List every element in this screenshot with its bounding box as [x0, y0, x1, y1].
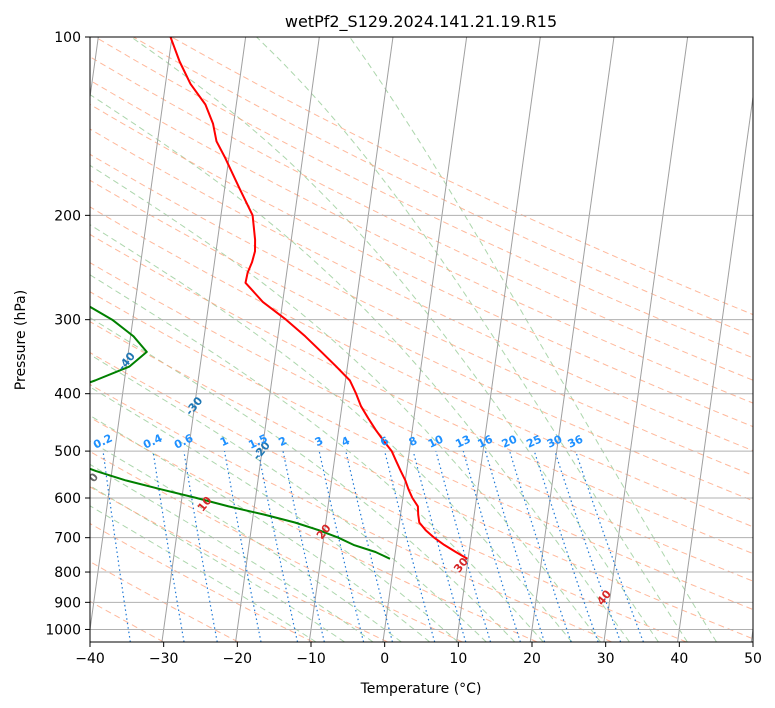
- dry-adiabat: [90, 262, 753, 582]
- dry-adiabat: [90, 179, 753, 502]
- mixing-ratio-label: 13: [453, 433, 472, 451]
- isotherm: [308, 37, 394, 642]
- mixing-ratio-line: [435, 450, 492, 642]
- x-tick-label: −10: [296, 651, 326, 667]
- y-tick-label: 400: [54, 387, 81, 403]
- mixing-ratio-lines: [102, 450, 644, 642]
- moist-adiabat: [256, 37, 688, 642]
- moist-adiabat: [90, 274, 544, 642]
- dry-adiabat: [90, 291, 753, 611]
- isotherm: [456, 37, 541, 642]
- mixing-ratio-line: [484, 450, 546, 642]
- mixing-ratio-label: 16: [476, 432, 496, 450]
- moist-adiabat: [130, 37, 659, 642]
- dry-adiabat: [94, 37, 753, 359]
- dewpoint-profile: [90, 305, 391, 560]
- x-tick-label: 0: [380, 651, 389, 667]
- mixing-ratio-label: 30: [545, 432, 565, 450]
- plot-frame: [89, 36, 754, 643]
- x-tick-label: −40: [75, 651, 105, 667]
- isotherm: [161, 37, 247, 642]
- dry-adiabat: [90, 206, 753, 528]
- moist-adiabat: [90, 463, 374, 642]
- y-tick-label: 100: [54, 30, 81, 46]
- dry-adiabat: [90, 416, 538, 642]
- y-tick-label: 600: [54, 491, 81, 507]
- dry-adiabat: [90, 103, 753, 428]
- moist-adiabat: [90, 224, 573, 642]
- dry-adiabat: [171, 37, 753, 316]
- dry-adiabats: [90, 37, 753, 642]
- y-tick-label: 700: [54, 531, 81, 547]
- mixing-ratio-line: [183, 451, 218, 642]
- isotherms: [90, 37, 753, 642]
- moist-adiabat: [90, 414, 431, 642]
- mixing-ratio-line: [152, 451, 185, 642]
- isotherm: [382, 37, 468, 642]
- sounding-profiles: [90, 37, 468, 560]
- dry-adiabat: [90, 233, 753, 555]
- x-tick-label: 40: [670, 651, 688, 667]
- x-tick-label: 50: [744, 651, 762, 667]
- x-tick-label: 10: [449, 651, 467, 667]
- y-axis-title: Pressure (hPa): [13, 290, 29, 390]
- moist-adiabat: [349, 37, 717, 642]
- plot-area: -100-90-80-70-60-50-40-30-20-10010203040…: [86, 37, 753, 642]
- mixing-ratio-line: [462, 450, 521, 642]
- dry-adiabat: [90, 128, 753, 452]
- x-tick-label: 30: [597, 651, 615, 667]
- moist-adiabat: [90, 317, 516, 642]
- isotherm: [603, 37, 689, 642]
- y-tick-label: 1000: [45, 622, 81, 638]
- pressure-gridlines: [90, 37, 753, 630]
- mixing-ratio-label: 20: [500, 432, 520, 450]
- x-axis: −40 −30 −20 −10 0 10 20 30 40 50: [75, 642, 762, 667]
- chart-title: wetPf2_S129.2024.141.21.19.R15: [285, 12, 557, 32]
- moist-adiabat: [90, 354, 487, 642]
- mixing-ratio-line: [509, 450, 572, 642]
- y-tick-label: 900: [54, 595, 81, 611]
- mixing-ratio-line: [412, 450, 467, 642]
- dry-adiabat: [90, 321, 753, 640]
- mixing-ratio-label: 10: [426, 432, 446, 450]
- x-tick-label: −20: [223, 651, 253, 667]
- isotherm: [677, 93, 753, 642]
- moist-adiabat: [90, 386, 459, 642]
- moist-adiabat: [90, 93, 630, 642]
- dry-adiabat: [90, 522, 314, 642]
- mixing-ratio-label: 25: [524, 433, 543, 451]
- moist-adiabats: [90, 37, 717, 642]
- y-tick-label: 800: [54, 565, 81, 581]
- mixing-ratio-line: [102, 451, 131, 642]
- y-tick-label: 200: [54, 208, 81, 224]
- x-tick-label: 20: [523, 651, 541, 667]
- moist-adiabat: [90, 440, 402, 642]
- y-tick-label: 300: [54, 313, 81, 329]
- x-tick-label: −30: [149, 651, 179, 667]
- y-tick-label: 500: [54, 444, 81, 460]
- temperature-profile: [169, 37, 468, 560]
- isotherm: [529, 37, 615, 642]
- moist-adiabat: [90, 164, 601, 642]
- y-axis: 100 200 300 400 500 600 700 800 900 1000: [45, 30, 90, 638]
- dry-adiabat: [90, 56, 753, 381]
- dry-adiabat: [90, 383, 612, 642]
- dry-adiabat-label: 0: [86, 470, 101, 484]
- mixing-ratio-label: 36: [566, 432, 586, 450]
- isotherm: [90, 37, 173, 634]
- isotherm: [235, 37, 320, 642]
- x-axis-title: Temperature (°C): [360, 681, 482, 697]
